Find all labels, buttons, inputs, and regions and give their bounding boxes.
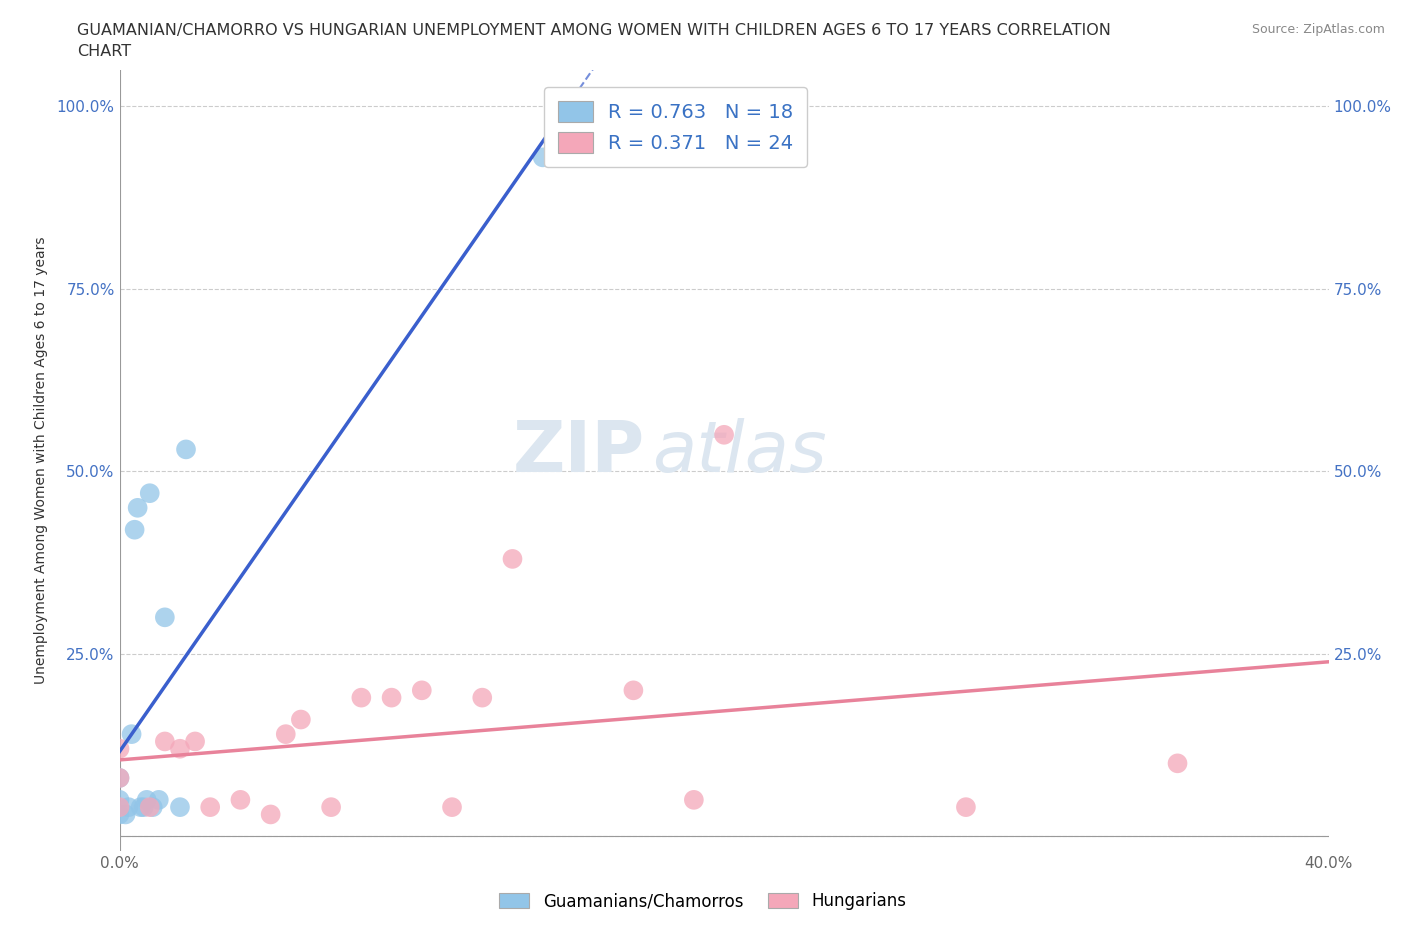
Point [138, 800, 162, 815]
Point [274, 726, 297, 741]
Text: ZIP: ZIP [513, 418, 645, 487]
Point [138, 485, 162, 500]
Point [117, 800, 139, 815]
Point [200, 800, 222, 815]
Point [114, 807, 136, 822]
Point [153, 610, 176, 625]
Point [108, 792, 131, 807]
Text: GUAMANIAN/CHAMORRO VS HUNGARIAN UNEMPLOYMENT AMONG WOMEN WITH CHILDREN AGES 6 TO: GUAMANIAN/CHAMORRO VS HUNGARIAN UNEMPLOY… [77, 23, 1111, 38]
Text: CHART: CHART [77, 44, 131, 59]
Point [229, 792, 252, 807]
Point [108, 770, 131, 785]
Text: atlas: atlas [651, 418, 827, 487]
Point [174, 442, 197, 457]
Point [290, 712, 312, 727]
Point [129, 800, 152, 815]
Point [132, 800, 155, 815]
Point [124, 523, 146, 538]
Point [142, 800, 165, 815]
Text: Source: ZipAtlas.com: Source: ZipAtlas.com [1251, 23, 1385, 36]
Point [169, 741, 191, 756]
Point [471, 690, 494, 705]
Point [169, 800, 191, 815]
Point [350, 690, 373, 705]
Point [135, 792, 157, 807]
Point [380, 690, 402, 705]
Point [682, 792, 704, 807]
Point [148, 792, 170, 807]
Point [531, 150, 554, 165]
Y-axis label: Unemployment Among Women with Children Ages 6 to 17 years: Unemployment Among Women with Children A… [34, 236, 48, 684]
Point [127, 500, 149, 515]
Point [153, 734, 176, 749]
Point [713, 428, 735, 443]
Point [440, 800, 463, 815]
Point [108, 800, 131, 815]
Point [108, 770, 131, 785]
Point [501, 551, 523, 566]
Point [184, 734, 207, 749]
Point [108, 741, 131, 756]
Point [955, 800, 977, 815]
Point [411, 683, 433, 698]
Point [621, 683, 644, 698]
Point [121, 726, 143, 741]
Point [321, 800, 343, 815]
Legend: Guamanians/Chamorros, Hungarians: Guamanians/Chamorros, Hungarians [492, 885, 914, 917]
Legend: R = 0.763   N = 18, R = 0.371   N = 24: R = 0.763 N = 18, R = 0.371 N = 24 [544, 87, 807, 166]
Point [108, 807, 131, 822]
Point [259, 807, 281, 822]
Point [1166, 756, 1188, 771]
